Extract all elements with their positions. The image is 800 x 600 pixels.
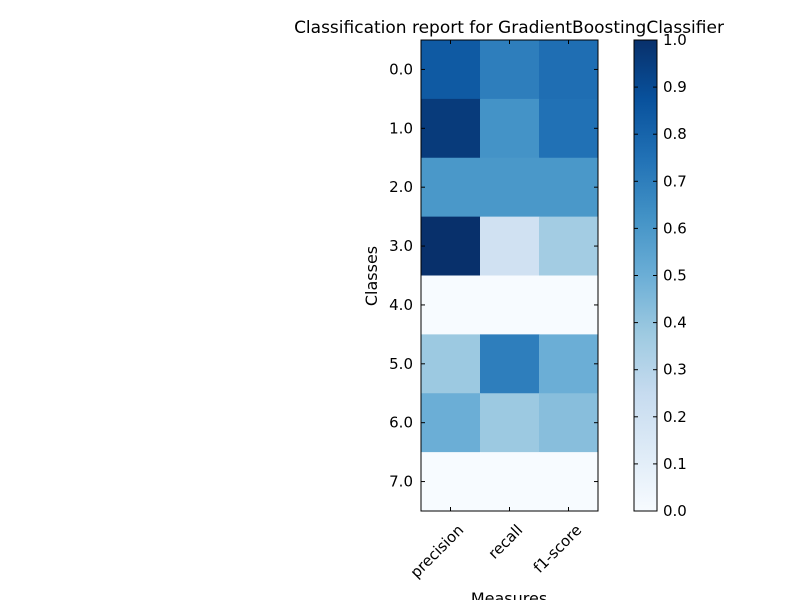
heatmap-cell [539,275,599,335]
heatmap-cell [421,275,481,335]
y-tick-label: 3.0 [389,237,413,255]
heatmap-cell [539,452,599,512]
y-tick-label: 1.0 [389,119,413,137]
y-tick-label: 2.0 [389,178,413,196]
heatmap-cell [421,452,481,512]
heatmap-cell [421,157,481,218]
heatmap-cell [421,40,481,100]
y-tick-label: 6.0 [389,414,413,432]
heatmap-cell [539,216,599,276]
heatmap-cell [421,334,481,394]
heatmap-cell [539,334,599,394]
heatmap-cells [421,40,599,512]
colorbar-tick-label: 0.8 [663,125,687,143]
x-tick-label: recall [485,521,527,563]
colorbar-tick-label: 0.0 [663,502,687,520]
heatmap-cell [421,98,481,159]
heatmap-cell [539,393,599,453]
x-tick-label: f1-score [530,521,586,577]
heatmap-cell [480,98,540,159]
heatmap-cell [480,40,540,100]
x-tick-label: precision [407,521,468,582]
y-axis-ticks: 0.0 1.0 2.0 3.0 4.0 5.0 6.0 7.0 [389,60,598,491]
heatmap-cell [539,98,599,159]
y-tick-label: 7.0 [389,473,413,491]
chart-title: Classification report for GradientBoosti… [294,18,724,38]
y-tick-label: 0.0 [389,60,413,78]
colorbar-tick-label: 0.4 [663,314,687,332]
heatmap-cell [480,275,540,335]
y-tick-label: 4.0 [389,296,413,314]
colorbar-tick-label: 0.1 [663,455,687,473]
heatmap-cell [480,393,540,453]
colorbar-tick-label: 0.7 [663,172,687,190]
heatmap-cell [480,157,540,218]
colorbar-tick-label: 0.9 [663,78,687,96]
y-tick-label: 5.0 [389,355,413,373]
heatmap-cell [421,393,481,453]
heatmap-cell [480,216,540,276]
heatmap-cell [480,334,540,394]
heatmap-cell [539,157,599,218]
colorbar-tick-label: 0.3 [663,361,687,379]
heatmap-cell [480,452,540,512]
heatmap-cell [539,40,599,100]
colorbar-ticks: 0.0 0.1 0.2 0.3 0.4 0.5 0.6 0.7 0.8 0.9 1.0 [634,31,687,520]
colorbar-tick-label: 0.2 [663,408,687,426]
colorbar-tick-label: 0.6 [663,219,687,237]
colorbar-tick-label: 1.0 [663,31,687,49]
heatmap-cell [421,216,481,276]
colorbar-tick-label: 0.5 [663,267,687,285]
x-axis-label: Measures [471,589,547,600]
y-axis-label: Classes [362,246,381,306]
